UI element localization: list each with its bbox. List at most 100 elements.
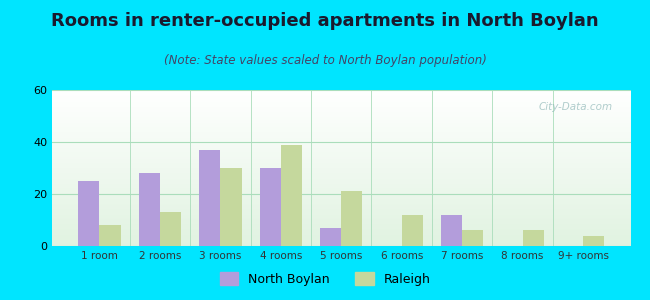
Bar bbox=[52, 96, 630, 98]
Bar bbox=[52, 101, 630, 103]
Bar bbox=[52, 179, 630, 181]
Bar bbox=[52, 124, 630, 126]
Bar bbox=[52, 118, 630, 120]
Bar bbox=[52, 233, 630, 235]
Bar bbox=[52, 146, 630, 148]
Bar bbox=[52, 154, 630, 155]
Bar bbox=[52, 155, 630, 157]
Bar bbox=[523, 230, 544, 246]
Bar bbox=[341, 191, 363, 246]
Bar bbox=[52, 221, 630, 223]
Bar bbox=[52, 149, 630, 151]
Bar bbox=[52, 169, 630, 171]
Bar bbox=[52, 240, 630, 241]
Bar bbox=[52, 243, 630, 244]
Bar bbox=[220, 168, 242, 246]
Bar bbox=[52, 160, 630, 162]
Bar bbox=[52, 227, 630, 229]
Bar bbox=[52, 140, 630, 142]
Bar bbox=[52, 132, 630, 134]
Bar bbox=[52, 148, 630, 149]
Bar bbox=[52, 99, 630, 101]
Bar bbox=[52, 216, 630, 218]
Bar bbox=[52, 163, 630, 165]
Bar bbox=[52, 199, 630, 201]
Bar bbox=[52, 182, 630, 184]
Bar bbox=[52, 123, 630, 124]
Bar bbox=[52, 207, 630, 208]
Bar bbox=[52, 135, 630, 137]
Bar bbox=[52, 194, 630, 196]
Bar bbox=[52, 95, 630, 96]
Bar bbox=[52, 116, 630, 118]
Bar bbox=[52, 107, 630, 109]
Bar bbox=[52, 208, 630, 210]
Bar bbox=[52, 103, 630, 104]
Bar bbox=[52, 226, 630, 227]
Bar bbox=[99, 225, 121, 246]
Text: City-Data.com: City-Data.com bbox=[539, 103, 613, 112]
Bar bbox=[52, 238, 630, 240]
Bar bbox=[320, 228, 341, 246]
Bar bbox=[52, 191, 630, 193]
Bar bbox=[52, 218, 630, 220]
Bar bbox=[52, 201, 630, 202]
Bar bbox=[52, 121, 630, 123]
Bar bbox=[52, 198, 630, 199]
Bar bbox=[52, 244, 630, 246]
Bar bbox=[462, 230, 484, 246]
Bar bbox=[52, 110, 630, 112]
Bar bbox=[52, 213, 630, 215]
Bar bbox=[52, 188, 630, 190]
Bar bbox=[52, 176, 630, 177]
Bar bbox=[52, 171, 630, 173]
Bar bbox=[52, 106, 630, 107]
Bar bbox=[52, 181, 630, 182]
Bar bbox=[52, 162, 630, 163]
Bar bbox=[52, 165, 630, 166]
Bar bbox=[52, 224, 630, 226]
Bar bbox=[52, 204, 630, 206]
Bar bbox=[52, 143, 630, 145]
Bar bbox=[52, 126, 630, 128]
Bar bbox=[52, 168, 630, 170]
Bar bbox=[52, 212, 630, 213]
Bar bbox=[52, 145, 630, 146]
Bar bbox=[52, 159, 630, 160]
Bar bbox=[259, 168, 281, 246]
Bar bbox=[52, 193, 630, 194]
Bar bbox=[52, 174, 630, 176]
Bar bbox=[52, 230, 630, 232]
Bar bbox=[52, 90, 630, 92]
Bar bbox=[441, 215, 462, 246]
Bar bbox=[52, 137, 630, 138]
Bar bbox=[52, 157, 630, 159]
Bar bbox=[52, 128, 630, 129]
Bar bbox=[52, 134, 630, 135]
Bar bbox=[52, 202, 630, 204]
Bar bbox=[52, 104, 630, 106]
Bar bbox=[52, 206, 630, 207]
Bar bbox=[52, 223, 630, 224]
Bar bbox=[52, 130, 630, 132]
Bar bbox=[52, 138, 630, 140]
Bar bbox=[52, 151, 630, 152]
Bar bbox=[52, 229, 630, 230]
Bar bbox=[52, 120, 630, 121]
Text: Rooms in renter-occupied apartments in North Boylan: Rooms in renter-occupied apartments in N… bbox=[51, 12, 599, 30]
Bar bbox=[52, 92, 630, 93]
Bar bbox=[52, 241, 630, 243]
Bar bbox=[52, 190, 630, 191]
Bar bbox=[52, 152, 630, 154]
Bar bbox=[52, 112, 630, 113]
Bar bbox=[52, 98, 630, 99]
Bar bbox=[138, 173, 160, 246]
Text: (Note: State values scaled to North Boylan population): (Note: State values scaled to North Boyl… bbox=[164, 54, 486, 67]
Bar bbox=[52, 142, 630, 143]
Bar bbox=[52, 215, 630, 216]
Bar bbox=[52, 187, 630, 188]
Bar bbox=[52, 232, 630, 233]
Legend: North Boylan, Raleigh: North Boylan, Raleigh bbox=[214, 267, 436, 291]
Bar bbox=[52, 184, 630, 185]
Bar bbox=[52, 220, 630, 221]
